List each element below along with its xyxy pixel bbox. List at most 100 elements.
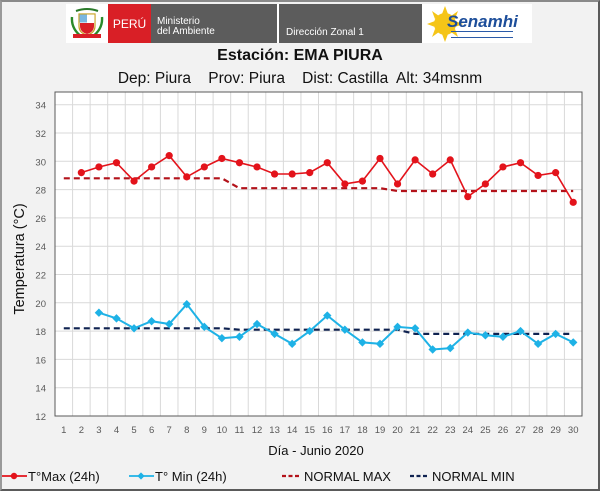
y-tick-label: 30 xyxy=(35,157,46,168)
data-point-tmin xyxy=(446,343,455,353)
data-point-tmax xyxy=(499,163,507,171)
data-point-tmax xyxy=(148,163,156,171)
series-line-normal-max xyxy=(63,177,574,193)
data-point-tmin xyxy=(164,319,174,329)
x-tick-label: 7 xyxy=(167,425,172,436)
y-tick-label: 32 xyxy=(35,129,46,140)
data-point-tmin xyxy=(305,326,314,336)
x-tick-label: 5 xyxy=(131,425,136,436)
x-tick-label: 12 xyxy=(252,425,263,436)
data-point-tmin xyxy=(112,314,121,323)
data-point-tmin xyxy=(393,322,402,332)
data-point-tmin xyxy=(252,319,262,329)
plot-area xyxy=(54,91,583,417)
x-axis-label: Día - Junio 2020 xyxy=(268,443,363,458)
x-tick-label: 4 xyxy=(114,425,119,436)
y-tick-labels: 12 14 16 18 20 22 24 26 28 30 32 34 xyxy=(35,101,46,423)
x-tick-label: 18 xyxy=(357,425,368,436)
x-tick-label: 6 xyxy=(149,425,154,436)
data-point-tmax xyxy=(569,198,577,206)
legend-label-tmin: T° Min (24h) xyxy=(155,469,227,484)
legend: T°Max (24h) T° Min (24h) NORMAL MAX NORMAL … xyxy=(2,469,515,484)
series-group xyxy=(63,152,578,354)
data-point-tmax xyxy=(306,169,314,177)
data-point-tmin xyxy=(481,331,490,340)
data-point-tmin xyxy=(182,300,191,309)
data-point-tmax xyxy=(95,163,103,171)
data-point-tmin xyxy=(340,325,350,334)
data-point-tmax xyxy=(112,159,121,167)
x-tick-label: 17 xyxy=(340,425,351,436)
y-tick-label: 28 xyxy=(35,186,46,197)
office-label: Dirección Zonal 1 xyxy=(279,4,422,43)
series-line-normal-min xyxy=(63,327,574,335)
x-tick-label: 20 xyxy=(392,425,403,436)
data-point-tmin xyxy=(287,339,297,349)
data-point-tmax xyxy=(516,159,525,167)
data-point-tmin xyxy=(200,322,209,332)
y-tick-label: 16 xyxy=(35,355,46,366)
y-tick-label: 20 xyxy=(35,299,46,310)
y-tick-label: 34 xyxy=(35,101,46,112)
institutional-header: PERÚ Ministerio del Ambiente Dirección Z… xyxy=(66,4,532,43)
data-point-tmax xyxy=(552,169,560,177)
data-point-tmin xyxy=(569,338,578,347)
data-point-tmax xyxy=(253,163,261,171)
x-tick-label: 14 xyxy=(287,425,298,436)
x-tick-labels: 1 2 3 4 5 6 7 8 9 10 11 12 13 14 15 16 17 18 19 20 21 22 23 24 2… xyxy=(61,425,578,436)
x-tick-label: 16 xyxy=(322,425,333,436)
y-tick-label: 18 xyxy=(35,327,46,338)
x-tick-label: 21 xyxy=(410,425,421,436)
data-point-tmax xyxy=(534,171,542,180)
x-tick-label: 19 xyxy=(375,425,386,436)
data-point-tmax xyxy=(77,169,85,177)
senamhi-text: Senamhi xyxy=(447,12,518,31)
x-tick-label: 2 xyxy=(79,425,84,436)
data-point-tmax xyxy=(464,193,472,201)
data-point-tmin xyxy=(323,311,332,320)
data-point-tmax xyxy=(218,154,226,163)
data-point-tmax xyxy=(429,170,437,178)
grid-lines xyxy=(55,92,582,417)
data-point-tmin xyxy=(498,332,508,341)
x-tick-label: 30 xyxy=(568,425,579,436)
x-tick-label: 29 xyxy=(550,425,561,436)
y-tick-label: 14 xyxy=(35,384,46,395)
data-point-tmax xyxy=(200,163,208,171)
legend-marker-tmax xyxy=(10,472,18,480)
data-point-tmax xyxy=(165,152,173,160)
peru-label: PERÚ xyxy=(108,4,151,43)
data-point-tmax xyxy=(393,180,402,188)
y-axis-label: Temperatura (°C) xyxy=(12,203,28,314)
data-point-tmax xyxy=(130,177,138,185)
x-tick-label: 9 xyxy=(202,425,207,436)
data-point-tmax xyxy=(183,173,191,181)
data-point-tmax xyxy=(288,170,296,178)
ministry-line-2: del Ambiente xyxy=(157,26,215,37)
chart-subtitle: Dep: Piura Prov: Piura Dist: Castilla Al… xyxy=(117,70,483,87)
legend-marker-tmin xyxy=(137,472,145,480)
x-tick-label: 3 xyxy=(96,425,101,436)
data-point-tmin xyxy=(358,338,367,347)
x-tick-label: 13 xyxy=(269,425,280,436)
data-point-tmin xyxy=(94,308,104,317)
x-tick-label: 15 xyxy=(304,425,315,436)
data-point-tmax xyxy=(481,180,489,188)
data-point-tmin xyxy=(463,328,473,337)
data-point-tmin xyxy=(428,345,437,354)
x-tick-label: 22 xyxy=(427,425,438,436)
ministry-label: Ministerio del Ambiente xyxy=(151,4,277,43)
x-tick-label: 11 xyxy=(235,425,245,436)
data-point-tmin xyxy=(375,339,385,349)
y-tick-label: 12 xyxy=(35,412,46,423)
data-point-tmin xyxy=(147,316,156,326)
data-point-tmin xyxy=(270,329,279,339)
series-line-tmin xyxy=(98,302,574,351)
x-tick-label: 28 xyxy=(533,425,544,436)
data-point-tmin xyxy=(217,333,227,343)
x-tick-label: 10 xyxy=(217,425,228,436)
senamhi-subtitle-lines xyxy=(451,31,513,38)
x-tick-label: 25 xyxy=(480,425,491,436)
